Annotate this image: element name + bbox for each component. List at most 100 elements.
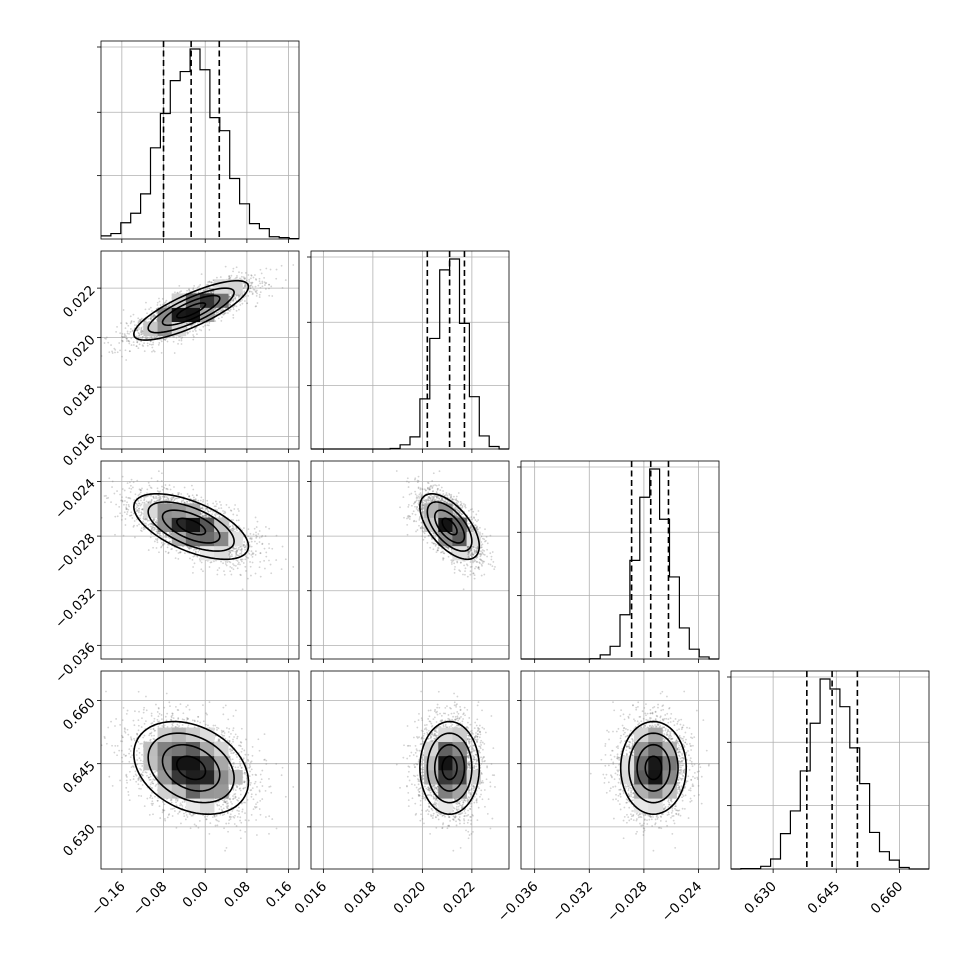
sample-point	[275, 268, 278, 271]
sample-point	[132, 341, 135, 344]
scatter-layer	[101, 470, 295, 591]
sample-point	[157, 494, 160, 497]
sample-point	[193, 496, 195, 499]
sample-point	[229, 509, 232, 512]
sample-point	[192, 323, 195, 326]
sample-point	[144, 517, 147, 520]
sample-point	[186, 289, 188, 292]
sample-point	[231, 524, 234, 527]
sample-point	[229, 308, 232, 311]
sample-point	[132, 525, 135, 528]
sample-point	[235, 551, 238, 553]
sample-point	[206, 287, 209, 290]
sample-point	[261, 542, 264, 545]
sample-point	[134, 324, 136, 327]
sample-point	[232, 550, 234, 552]
sample-point	[258, 280, 261, 283]
panel-2-2	[517, 460, 720, 663]
sample-point	[232, 299, 235, 302]
sample-point	[191, 323, 194, 326]
sample-point	[171, 492, 174, 495]
sample-point	[136, 524, 139, 527]
sample-point	[122, 309, 125, 311]
sample-point	[140, 329, 142, 331]
sample-point	[149, 501, 152, 504]
sample-point	[244, 277, 246, 280]
sample-point	[194, 327, 197, 330]
sample-point	[175, 336, 178, 339]
sample-point	[150, 525, 153, 528]
sample-point	[192, 338, 195, 341]
sample-point	[145, 301, 147, 304]
sample-point	[194, 499, 197, 501]
sample-point	[284, 558, 287, 561]
sample-point	[264, 282, 267, 285]
sample-point	[180, 290, 182, 293]
sample-point	[194, 548, 197, 551]
sample-point	[202, 325, 205, 328]
sample-point	[156, 301, 159, 304]
sample-point	[221, 316, 223, 319]
sample-point	[212, 502, 215, 505]
density-contour	[133, 279, 250, 341]
sample-point	[258, 530, 261, 532]
sample-point	[240, 558, 243, 561]
sample-point	[144, 518, 146, 521]
sample-point	[255, 278, 257, 280]
sample-point	[147, 317, 150, 320]
sample-point	[156, 530, 159, 533]
sample-point	[103, 337, 106, 340]
sample-point	[172, 340, 175, 343]
sample-point	[164, 338, 167, 341]
sample-point	[244, 548, 247, 551]
sample-point	[185, 322, 188, 325]
sample-point	[157, 496, 160, 499]
sample-point	[149, 486, 152, 489]
sample-point	[313, 267, 315, 269]
sample-point	[251, 552, 254, 555]
sample-point	[231, 527, 234, 530]
histogram-line	[101, 48, 299, 240]
sample-point	[164, 536, 167, 539]
sample-point	[170, 498, 173, 501]
sample-point	[239, 563, 241, 566]
sample-point	[121, 336, 124, 339]
sample-point	[113, 347, 116, 350]
sample-point	[158, 534, 161, 537]
sample-point	[232, 316, 235, 319]
sample-point	[139, 336, 142, 339]
sample-point	[168, 484, 171, 487]
sample-point	[247, 274, 250, 276]
sample-point	[244, 286, 247, 288]
sample-point	[241, 302, 244, 305]
sample-point	[156, 532, 159, 535]
sample-point	[228, 276, 231, 279]
sample-point	[149, 340, 152, 343]
sample-point	[237, 293, 240, 296]
sample-point	[258, 566, 261, 569]
sample-point	[236, 529, 239, 532]
sample-point	[162, 543, 164, 546]
sample-point	[254, 540, 256, 543]
sample-point	[236, 554, 239, 557]
sample-point	[252, 276, 255, 279]
sample-point	[237, 508, 239, 510]
sample-point	[162, 532, 164, 535]
sample-point	[139, 330, 142, 333]
sample-point	[232, 298, 235, 301]
sample-point	[192, 334, 195, 336]
sample-point	[250, 290, 253, 293]
sample-point	[144, 518, 147, 521]
sample-point	[188, 288, 190, 291]
sample-point	[128, 340, 131, 343]
sample-point	[249, 281, 251, 284]
sample-point	[126, 322, 128, 325]
sample-point	[157, 499, 159, 502]
sample-point	[229, 304, 232, 306]
sample-point	[234, 555, 237, 558]
sample-point	[268, 527, 271, 530]
sample-point	[144, 337, 147, 340]
sample-point	[145, 337, 148, 340]
sample-point	[150, 318, 152, 321]
sample-point	[229, 551, 232, 554]
